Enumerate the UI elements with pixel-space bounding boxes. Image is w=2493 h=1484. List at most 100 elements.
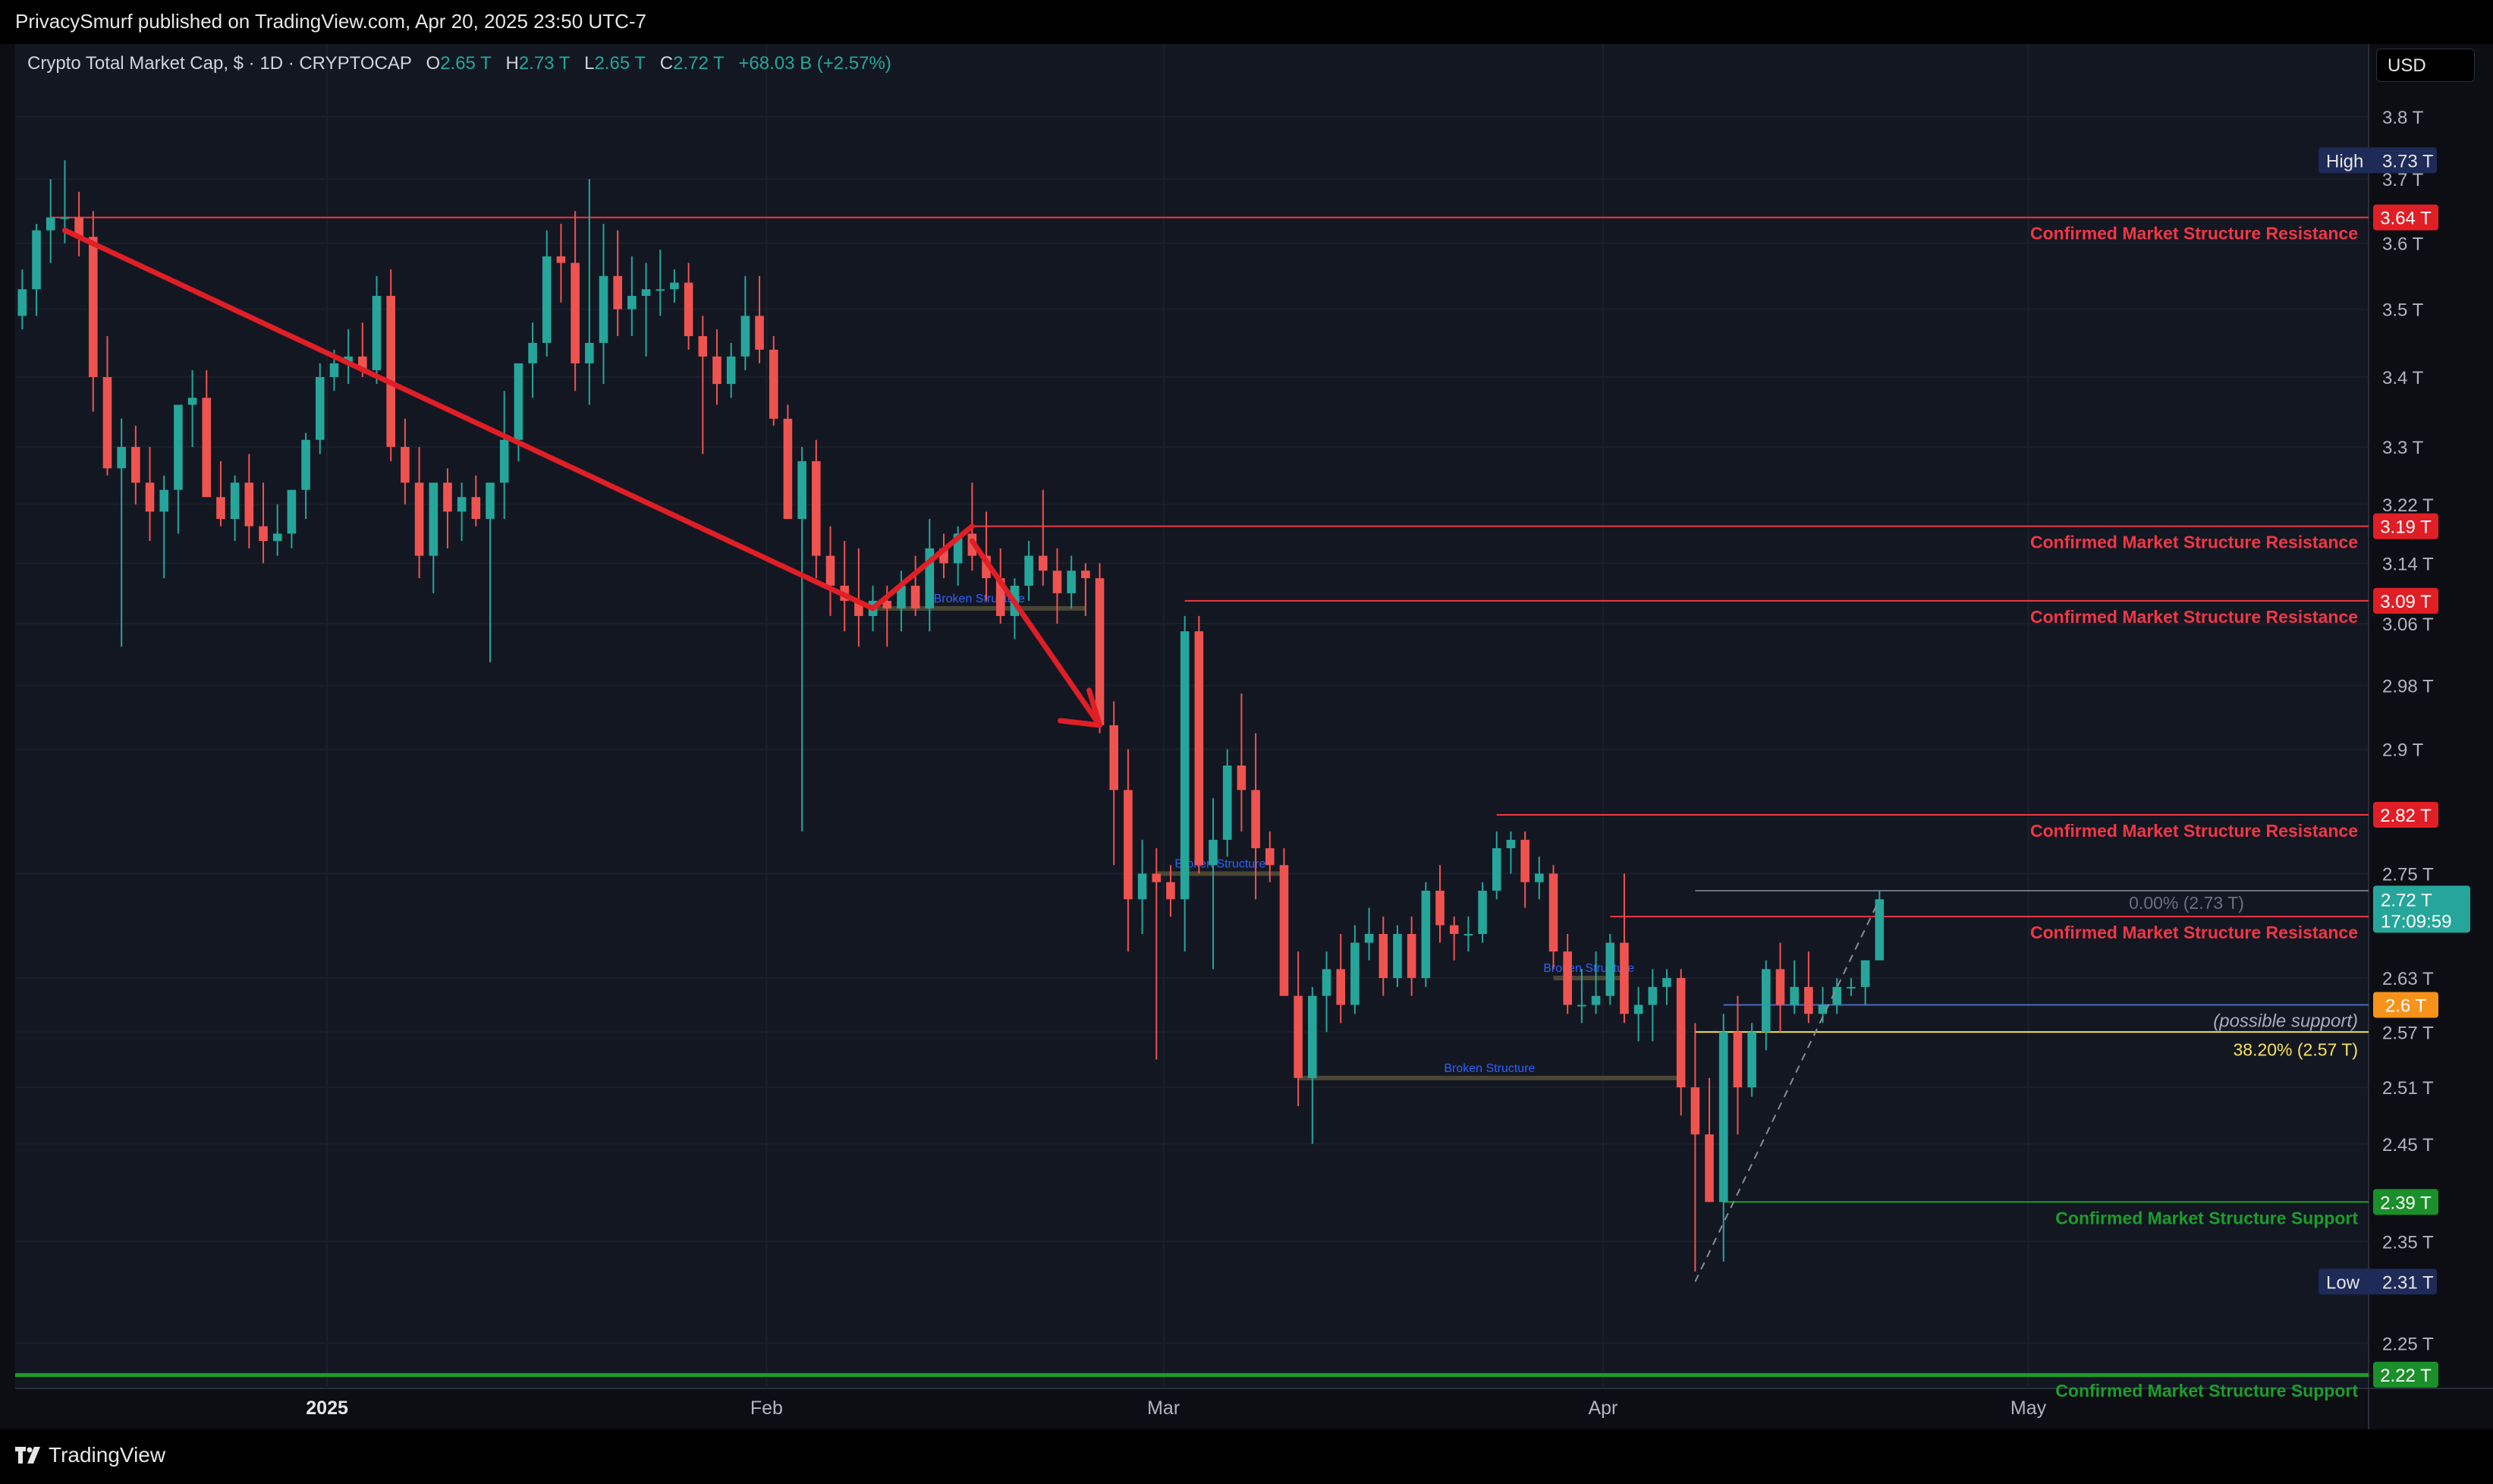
candle-body [882, 600, 892, 608]
candle-body [1237, 766, 1246, 791]
candle-body [698, 336, 708, 357]
candle-body [1166, 882, 1175, 900]
price-tick-label: 3.22 T [2382, 495, 2434, 516]
dashed-trendline [1694, 898, 1881, 1282]
candle-body [995, 578, 1005, 616]
trend-arrow-line [61, 228, 876, 612]
currency-selector[interactable]: USD [2376, 49, 2475, 82]
axis-background [2369, 44, 2493, 1388]
candle-body [797, 461, 806, 520]
candle-body [102, 376, 112, 469]
candle-body [1463, 934, 1473, 936]
candle-body [1095, 578, 1105, 725]
candle-body [486, 483, 495, 520]
candle-body [471, 497, 481, 520]
price-axis[interactable]: 3.8 T 3.7 T 3.6 T 3.5 T 3.4 T 3.3 T 3.22 T 3.14… [2382, 108, 2434, 1355]
candle-body [925, 548, 935, 608]
candle-body [1435, 890, 1445, 926]
candle-body [1067, 571, 1076, 593]
broken-structure-line [1553, 976, 1624, 981]
candle-body [1364, 934, 1374, 943]
time-axis[interactable]: 2025 Feb Mar Apr May [306, 1398, 2046, 1419]
candle-body [1222, 766, 1232, 840]
candle-body [514, 363, 523, 440]
broken-structure-line [1298, 1075, 1681, 1080]
support-label: Confirmed Market Structure Support [2055, 1208, 2358, 1228]
tradingview-brand[interactable]: TradingView [15, 1443, 165, 1467]
candle-body [627, 296, 637, 310]
candle-body [1336, 969, 1346, 1005]
candle-body [1265, 848, 1275, 866]
support-badge: 2.22 T [2380, 1366, 2432, 1386]
symbol-legend[interactable]: Crypto Total Market Cap, $ · 1D · CRYPTO… [27, 53, 891, 74]
candle-body [1209, 839, 1218, 866]
candle-body [287, 489, 297, 534]
candle-body [344, 356, 353, 363]
candle-body [1251, 790, 1260, 849]
fib-382-label: 38.20% (2.57 T) [2233, 1039, 2358, 1059]
low-marker-value: 2.31 T [2382, 1272, 2434, 1293]
resistance-badge: 3.19 T [2380, 517, 2432, 538]
price-tick-label: 3.06 T [2382, 615, 2434, 635]
candle-body [1194, 631, 1204, 866]
support-badge-bg [2373, 1189, 2438, 1215]
fib-0-label: 0.00% (2.73 T) [2129, 893, 2244, 913]
candle-body [1733, 1032, 1743, 1088]
candle-body [1024, 555, 1033, 586]
price-tick-label: 2.63 T [2382, 969, 2434, 989]
price-countdown: 17:09:59 [2381, 911, 2451, 932]
low-marker-bg [2319, 1269, 2437, 1295]
candle-body [1775, 969, 1785, 1005]
last-price-badge-bg [2373, 885, 2470, 933]
candle-body [1038, 555, 1048, 571]
candle-body [655, 289, 665, 291]
candle-body [1705, 1134, 1714, 1203]
candle-body [982, 555, 991, 579]
candles[interactable] [17, 160, 1885, 1272]
candle-body [1860, 960, 1870, 987]
support-badge: 2.39 T [2380, 1193, 2432, 1213]
grid [15, 44, 2493, 1429]
tradingview-logo-icon [15, 1447, 40, 1464]
price-tick-label: 2.98 T [2382, 677, 2434, 697]
time-tick-label: Feb [750, 1398, 783, 1419]
candle-body [670, 282, 679, 290]
candle-body [1520, 839, 1529, 882]
candle-body [641, 289, 651, 297]
candle-body [1548, 873, 1558, 952]
resistance-label: Confirmed Market Structure Resistance [2030, 607, 2358, 627]
candle-body [1847, 986, 1856, 989]
candle-body [740, 316, 750, 357]
candle-body [1591, 995, 1601, 1005]
price-tick-label: 3.5 T [2382, 300, 2424, 321]
candle-body [32, 230, 41, 290]
candle-body [1379, 934, 1388, 979]
candle-body [825, 555, 835, 586]
candle-body [174, 404, 183, 490]
candle-body [216, 497, 225, 520]
open-value: 2.65 T [440, 53, 492, 74]
candle-body [528, 342, 537, 363]
low-label: L [584, 53, 595, 74]
candle-body [1875, 899, 1885, 961]
candle-body [1804, 986, 1813, 1014]
candle-body [1492, 848, 1501, 891]
candle-body [1832, 986, 1842, 1005]
candle-body [1137, 873, 1147, 900]
resistance-badge-bg [2373, 513, 2438, 539]
price-tick-label: 2.25 T [2382, 1334, 2434, 1354]
resistance-label: Confirmed Market Structure Resistance [2030, 533, 2358, 552]
candle-body [783, 418, 793, 520]
arrow-head [1086, 687, 1103, 728]
candle-body [329, 363, 339, 377]
candle-body [145, 483, 155, 512]
candle-body [1577, 1005, 1586, 1007]
resistance-label: Confirmed Market Structure Resistance [2030, 224, 2358, 244]
candle-body [272, 533, 282, 542]
candle-body [755, 316, 764, 350]
candle-body [1790, 986, 1799, 1005]
price-tick-label: 2.57 T [2382, 1023, 2434, 1043]
low-marker-label: Low [2326, 1272, 2360, 1293]
